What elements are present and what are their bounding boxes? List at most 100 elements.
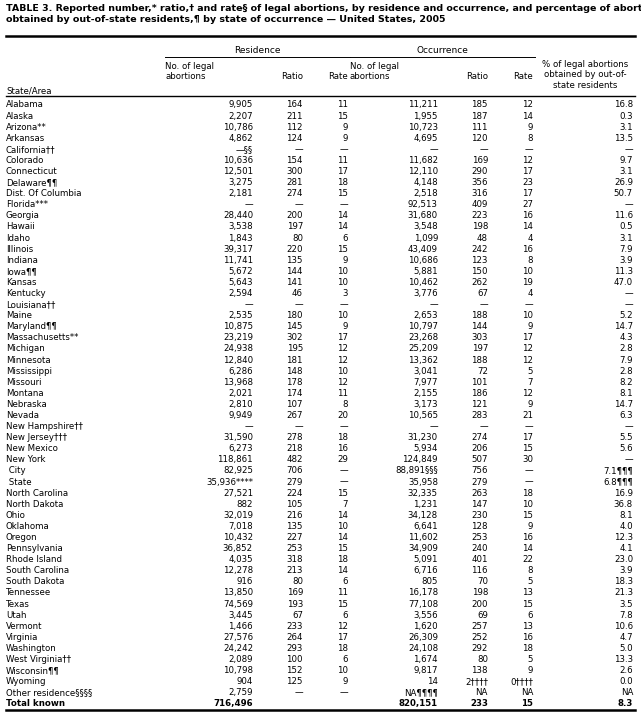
Text: 18: 18 bbox=[522, 489, 533, 498]
Text: 10,797: 10,797 bbox=[408, 322, 438, 331]
Text: 0.0: 0.0 bbox=[619, 677, 633, 686]
Text: Kentucky: Kentucky bbox=[6, 289, 46, 298]
Text: —: — bbox=[429, 422, 438, 431]
Text: 22: 22 bbox=[522, 555, 533, 564]
Text: 198: 198 bbox=[472, 588, 488, 597]
Text: 5.5: 5.5 bbox=[619, 434, 633, 442]
Text: 2,021: 2,021 bbox=[228, 389, 253, 398]
Text: —: — bbox=[294, 688, 303, 697]
Text: Idaho: Idaho bbox=[6, 234, 30, 242]
Text: 1,674: 1,674 bbox=[413, 655, 438, 664]
Text: 3.1: 3.1 bbox=[619, 167, 633, 176]
Text: 72: 72 bbox=[477, 367, 488, 375]
Text: 144: 144 bbox=[472, 322, 488, 331]
Text: 6.3: 6.3 bbox=[619, 411, 633, 420]
Text: 92,513: 92,513 bbox=[408, 201, 438, 209]
Text: 12,278: 12,278 bbox=[223, 567, 253, 575]
Text: 178: 178 bbox=[287, 377, 303, 387]
Text: 242: 242 bbox=[472, 244, 488, 254]
Text: 12: 12 bbox=[522, 389, 533, 398]
Text: 145: 145 bbox=[287, 322, 303, 331]
Text: 2,089: 2,089 bbox=[228, 655, 253, 664]
Text: 882: 882 bbox=[237, 500, 253, 509]
Text: 9: 9 bbox=[528, 322, 533, 331]
Text: 5,091: 5,091 bbox=[413, 555, 438, 564]
Text: 9.7: 9.7 bbox=[619, 156, 633, 165]
Text: 18: 18 bbox=[337, 555, 348, 564]
Text: 7.9: 7.9 bbox=[619, 244, 633, 254]
Text: 283: 283 bbox=[472, 411, 488, 420]
Text: 3,445: 3,445 bbox=[228, 610, 253, 620]
Text: Oklahoma: Oklahoma bbox=[6, 522, 50, 531]
Text: 279: 279 bbox=[472, 477, 488, 487]
Text: 8: 8 bbox=[528, 256, 533, 265]
Text: 141: 141 bbox=[287, 278, 303, 287]
Text: 120: 120 bbox=[472, 134, 488, 143]
Text: 13,968: 13,968 bbox=[223, 377, 253, 387]
Text: 23.0: 23.0 bbox=[614, 555, 633, 564]
Text: 4: 4 bbox=[528, 289, 533, 298]
Text: 10: 10 bbox=[337, 278, 348, 287]
Text: NA¶¶¶¶: NA¶¶¶¶ bbox=[404, 688, 438, 697]
Text: 193: 193 bbox=[287, 600, 303, 608]
Text: 17: 17 bbox=[337, 167, 348, 176]
Text: 16,178: 16,178 bbox=[408, 588, 438, 597]
Text: 43,409: 43,409 bbox=[408, 244, 438, 254]
Text: 17: 17 bbox=[522, 167, 533, 176]
Text: Delaware¶¶: Delaware¶¶ bbox=[6, 178, 57, 187]
Text: 14: 14 bbox=[337, 533, 348, 542]
Text: 31,590: 31,590 bbox=[223, 434, 253, 442]
Text: 12: 12 bbox=[522, 101, 533, 109]
Text: 135: 135 bbox=[287, 256, 303, 265]
Text: 10,462: 10,462 bbox=[408, 278, 438, 287]
Text: 7: 7 bbox=[342, 500, 348, 509]
Text: 252: 252 bbox=[472, 633, 488, 642]
Text: 4,035: 4,035 bbox=[228, 555, 253, 564]
Text: 805: 805 bbox=[422, 577, 438, 587]
Text: 35,958: 35,958 bbox=[408, 477, 438, 487]
Text: Rate: Rate bbox=[513, 72, 533, 81]
Text: 15: 15 bbox=[337, 111, 348, 121]
Text: 12: 12 bbox=[522, 344, 533, 354]
Text: 9: 9 bbox=[528, 123, 533, 132]
Text: Tennessee: Tennessee bbox=[6, 588, 51, 597]
Text: 3,041: 3,041 bbox=[413, 367, 438, 375]
Text: 224: 224 bbox=[287, 489, 303, 498]
Text: 23,219: 23,219 bbox=[223, 334, 253, 342]
Text: 181: 181 bbox=[287, 356, 303, 365]
Text: 5,881: 5,881 bbox=[413, 267, 438, 276]
Text: 223: 223 bbox=[472, 211, 488, 221]
Text: 101: 101 bbox=[472, 377, 488, 387]
Text: 6: 6 bbox=[342, 610, 348, 620]
Text: 10: 10 bbox=[337, 311, 348, 320]
Text: 18: 18 bbox=[337, 178, 348, 187]
Text: Utah: Utah bbox=[6, 610, 26, 620]
Text: 6: 6 bbox=[342, 577, 348, 587]
Text: 211: 211 bbox=[287, 111, 303, 121]
Text: Virginia: Virginia bbox=[6, 633, 38, 642]
Text: 0.5: 0.5 bbox=[619, 222, 633, 232]
Text: 4.0: 4.0 bbox=[619, 522, 633, 531]
Text: Arkansas: Arkansas bbox=[6, 134, 46, 143]
Text: 10: 10 bbox=[337, 522, 348, 531]
Text: 148: 148 bbox=[287, 367, 303, 375]
Text: 264: 264 bbox=[287, 633, 303, 642]
Text: 12.3: 12.3 bbox=[614, 533, 633, 542]
Text: 14.7: 14.7 bbox=[614, 322, 633, 331]
Text: 318: 318 bbox=[287, 555, 303, 564]
Text: 67: 67 bbox=[292, 610, 303, 620]
Text: 152: 152 bbox=[287, 666, 303, 675]
Text: 6,286: 6,286 bbox=[228, 367, 253, 375]
Text: 26.9: 26.9 bbox=[614, 178, 633, 187]
Text: 11,602: 11,602 bbox=[408, 533, 438, 542]
Text: 105: 105 bbox=[287, 500, 303, 509]
Text: 16: 16 bbox=[522, 533, 533, 542]
Text: 8.2: 8.2 bbox=[619, 377, 633, 387]
Text: 188: 188 bbox=[472, 356, 488, 365]
Text: 7.8: 7.8 bbox=[619, 610, 633, 620]
Text: 15: 15 bbox=[337, 489, 348, 498]
Text: 13,362: 13,362 bbox=[408, 356, 438, 365]
Text: 4,695: 4,695 bbox=[413, 134, 438, 143]
Text: 2,594: 2,594 bbox=[228, 289, 253, 298]
Text: 1,231: 1,231 bbox=[413, 500, 438, 509]
